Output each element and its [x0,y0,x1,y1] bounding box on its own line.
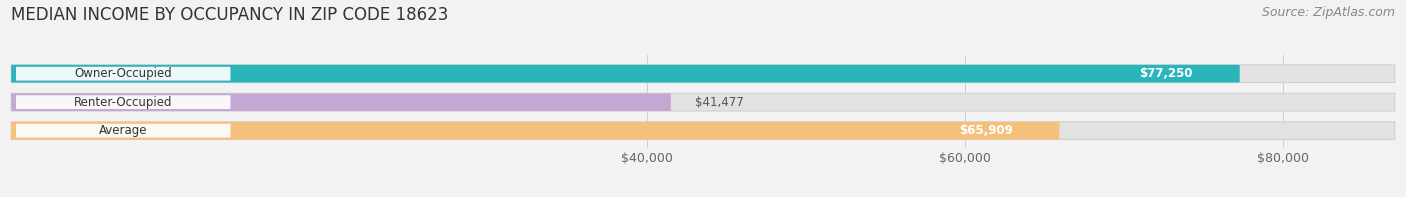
FancyBboxPatch shape [11,122,1395,139]
Text: Average: Average [98,124,148,137]
FancyBboxPatch shape [920,124,1052,138]
FancyBboxPatch shape [1101,67,1232,81]
FancyBboxPatch shape [15,95,231,109]
FancyBboxPatch shape [11,122,1059,139]
Text: $65,909: $65,909 [959,124,1012,137]
Text: Renter-Occupied: Renter-Occupied [75,96,173,109]
FancyBboxPatch shape [15,67,231,81]
FancyBboxPatch shape [11,93,671,111]
FancyBboxPatch shape [11,65,1240,83]
FancyBboxPatch shape [11,65,1395,83]
Text: Source: ZipAtlas.com: Source: ZipAtlas.com [1261,6,1395,19]
FancyBboxPatch shape [15,124,231,138]
Text: MEDIAN INCOME BY OCCUPANCY IN ZIP CODE 18623: MEDIAN INCOME BY OCCUPANCY IN ZIP CODE 1… [11,6,449,24]
Text: $41,477: $41,477 [695,96,744,109]
Text: Owner-Occupied: Owner-Occupied [75,67,172,80]
FancyBboxPatch shape [11,93,1395,111]
Text: $77,250: $77,250 [1139,67,1192,80]
